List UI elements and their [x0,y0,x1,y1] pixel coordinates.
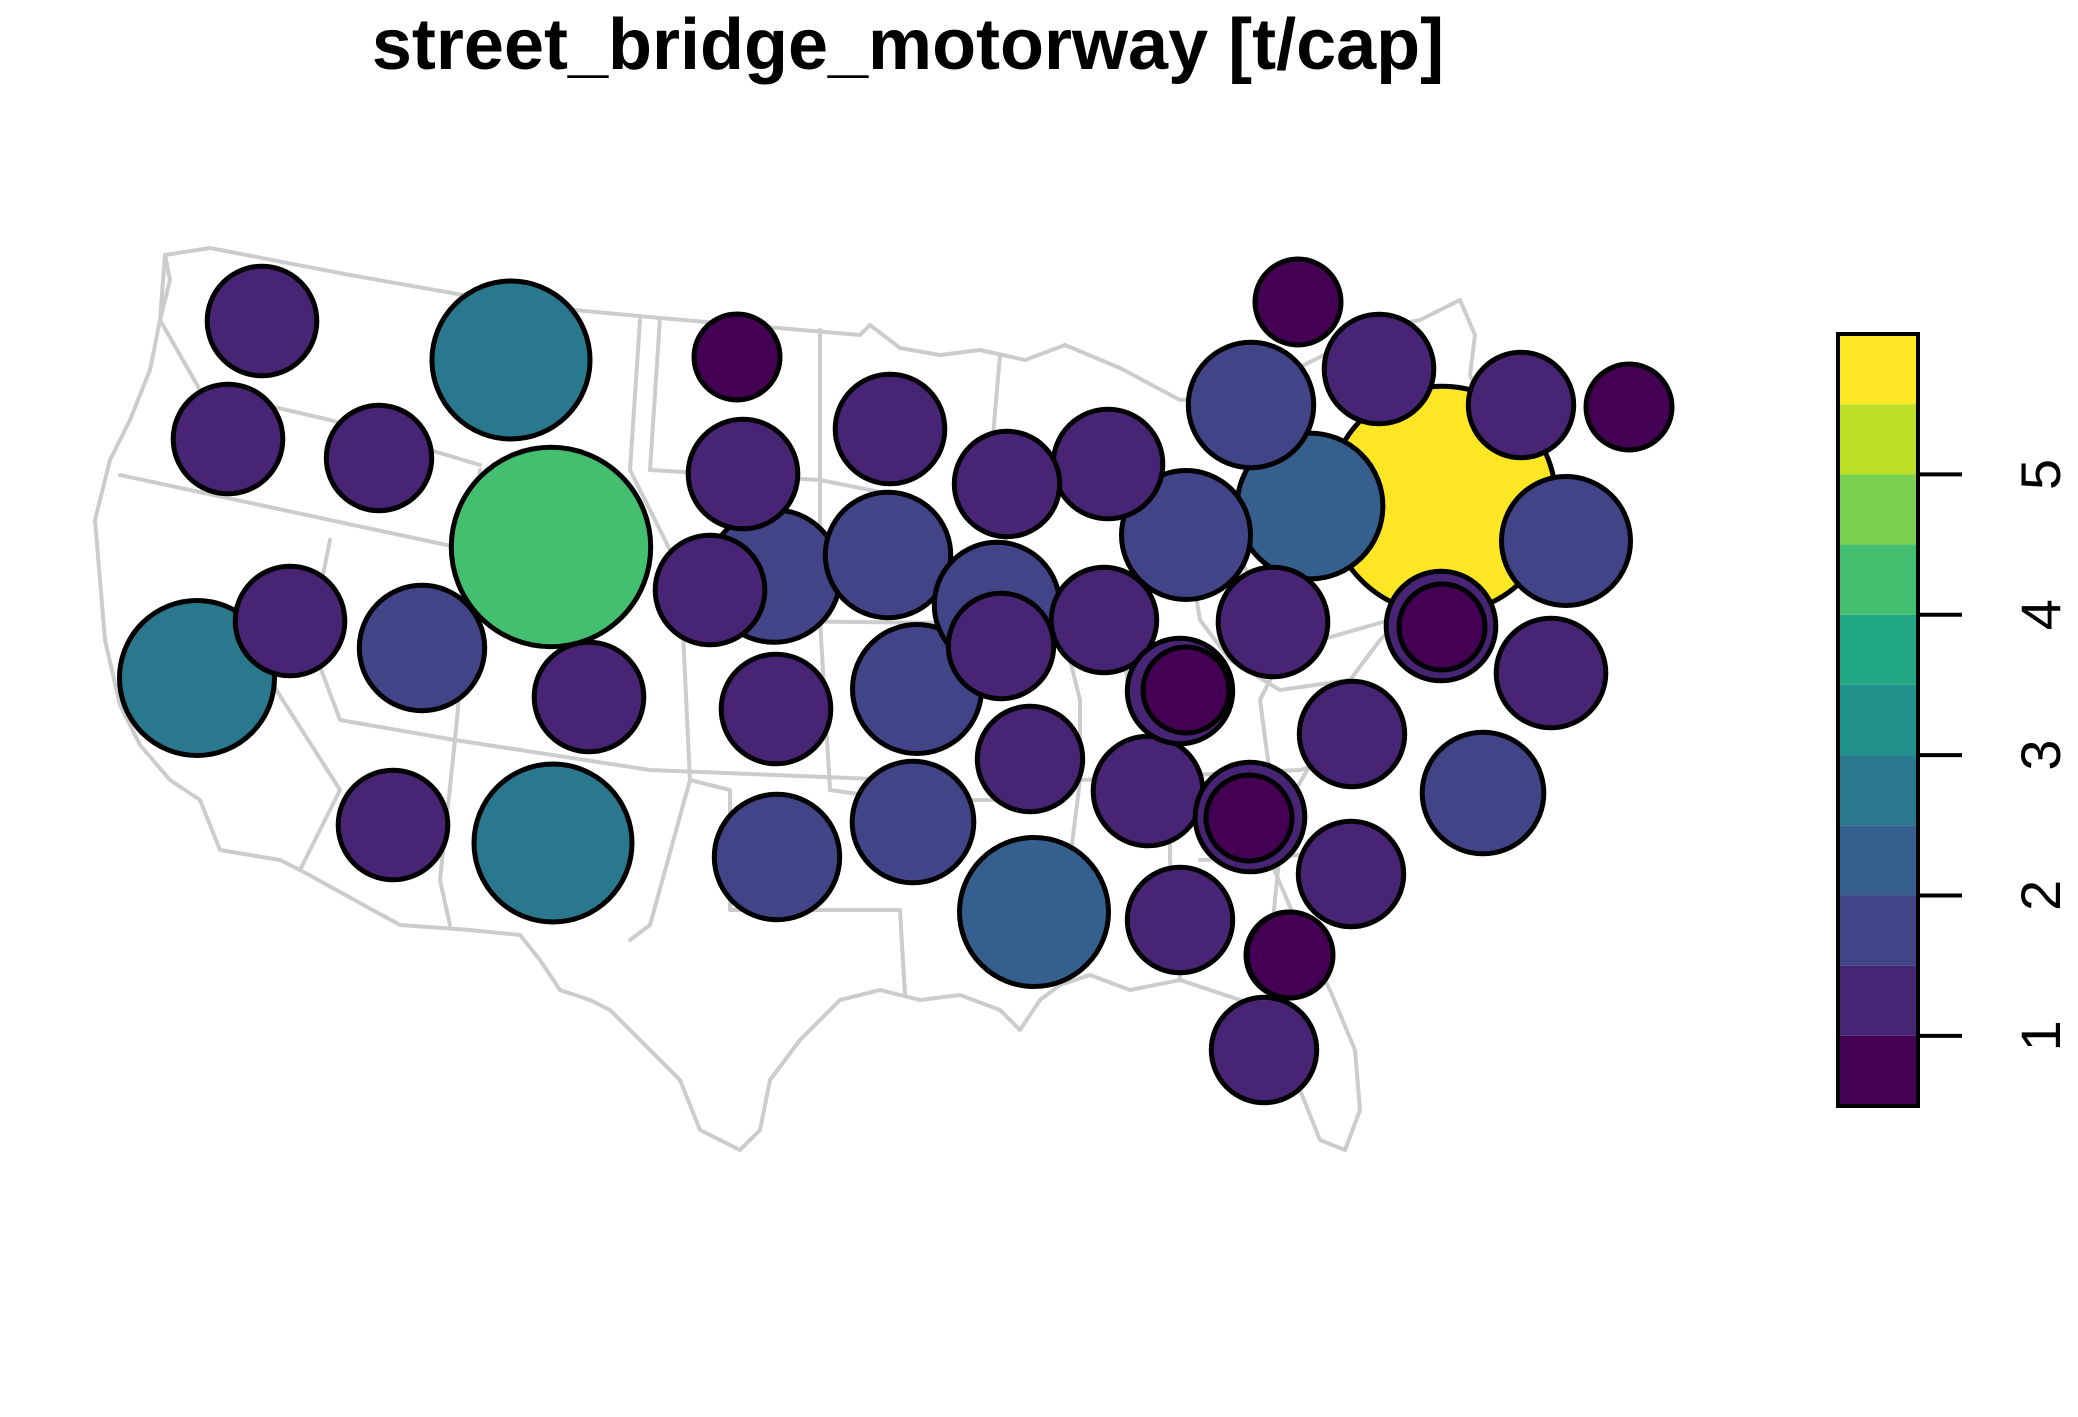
value-bubble [957,835,1111,989]
legend-tick-label: 5 [2009,459,2072,490]
value-bubble [204,263,320,379]
value-bubble [1215,564,1331,680]
value-bubble [471,761,635,925]
legend-color-bin [1838,825,1918,896]
state-line [688,778,907,997]
legend-color-bin [1838,404,1918,475]
legend-tick-label: 1 [2009,1020,2072,1051]
value-bubble [1124,864,1236,976]
legend-color-bin [1838,544,1918,615]
legend: 1 2 3 4 5 [1836,332,2072,1108]
value-bubble [429,278,593,442]
value-bubble [1050,406,1166,522]
value-bubble [335,767,451,883]
value-bubble [711,791,843,923]
value-bubble [1465,349,1577,461]
legend-tick-label: 2 [2009,880,2072,911]
legend-ticks: 1 2 3 4 5 [1918,459,2072,1051]
legend-color-bin [1838,334,1918,405]
legend-color-bin [1838,755,1918,826]
legend-colorbar [1838,334,1918,1106]
value-bubble [1203,772,1295,864]
value-bubble [1499,474,1633,608]
legend-color-bin [1838,965,1918,1036]
map-title: street_bridge_motorway [t/cap] [371,5,1445,85]
value-bubble [1048,564,1160,676]
legend-color-bin [1838,614,1918,685]
legend-tick-label: 4 [2009,599,2072,630]
value-bubble [652,532,768,648]
value-bubble [822,489,954,621]
value-bubble [1185,339,1317,471]
value-bubble [1493,615,1609,731]
value-bubble [1583,361,1675,453]
value-bubble [170,381,286,497]
legend-color-bin [1838,684,1918,756]
value-bubble [356,582,488,714]
value-bubble [974,703,1086,815]
value-bubble [1419,729,1547,857]
value-bubble [849,758,977,886]
state-line [628,318,692,942]
legend-color-bin [1838,1035,1918,1106]
value-bubble [951,428,1063,540]
value-bubble [832,371,948,487]
value-bubble [945,590,1057,702]
value-bubble [1252,256,1344,348]
legend-color-bin [1838,895,1918,966]
value-bubble [1208,994,1320,1106]
value-bubble [531,639,647,755]
value-bubble [1295,818,1407,930]
value-bubble [1119,468,1253,602]
value-bubble [448,444,654,650]
value-bubble [1296,678,1408,790]
legend-color-bin [1838,474,1918,545]
value-bubble [1140,644,1232,736]
value-bubble [232,563,348,679]
bubble-layer [117,256,1675,1106]
value-bubble [718,651,834,767]
value-bubble [1090,733,1206,849]
value-bubble [691,311,783,403]
value-bubble [685,416,801,532]
value-bubble [1396,581,1488,673]
value-bubble [323,402,435,514]
value-bubble [1244,909,1336,1001]
value-bubble [1321,311,1437,427]
legend-tick-label: 3 [2009,740,2072,771]
